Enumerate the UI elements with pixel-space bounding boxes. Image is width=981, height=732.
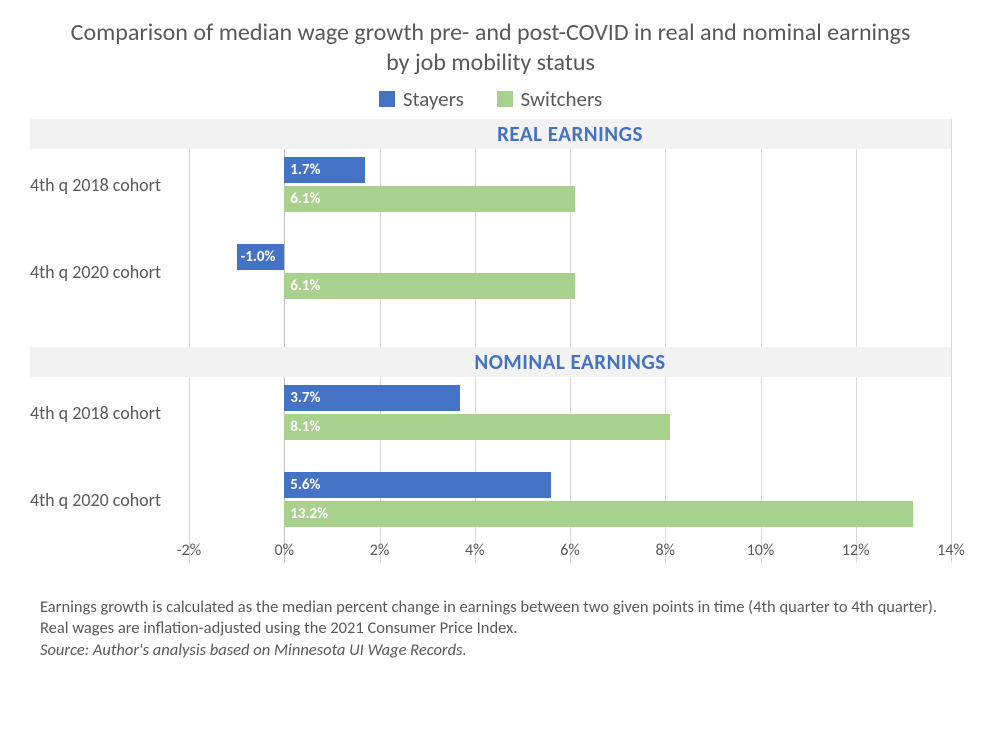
footnote-text: Earnings growth is calculated as the med… bbox=[40, 597, 937, 638]
stayers-bar: 1.7% bbox=[284, 157, 365, 183]
legend-item-stayers: Stayers bbox=[379, 86, 464, 112]
gridline bbox=[856, 119, 857, 563]
bar-value-label: -1.0% bbox=[241, 244, 276, 270]
stayers-bar: -1.0% bbox=[237, 244, 285, 270]
gridline bbox=[189, 119, 190, 563]
gridline bbox=[951, 119, 952, 563]
section-header-bg-extension bbox=[30, 119, 189, 149]
gridline bbox=[761, 119, 762, 563]
plot-area: 4th q 2018 cohort 4th q 2020 cohort 4th q … bbox=[30, 119, 951, 563]
category-label: 4th q 2020 cohort bbox=[30, 261, 189, 283]
stayers-bar: 5.6% bbox=[284, 472, 551, 498]
bars-area: REAL EARNINGS 1.7% 6.1% -1.0% 6.1% NOMINAL EA… bbox=[189, 119, 951, 563]
legend-label-stayers: Stayers bbox=[403, 86, 464, 112]
category-label: 4th q 2018 cohort bbox=[30, 402, 189, 424]
swatch-stayers bbox=[379, 91, 395, 107]
switchers-bar: 6.1% bbox=[284, 186, 575, 212]
x-tick-label: -2% bbox=[177, 541, 201, 560]
x-tick-label: 8% bbox=[655, 541, 675, 560]
bar-value-label: 5.6% bbox=[290, 472, 320, 498]
footnote: Earnings growth is calculated as the med… bbox=[40, 597, 941, 661]
x-axis: -2%0%2%4%6%8%10%12%14% bbox=[189, 541, 951, 567]
section-header-bg-extension bbox=[30, 347, 189, 377]
bar-value-label: 8.1% bbox=[290, 414, 320, 440]
section-header: NOMINAL EARNINGS bbox=[189, 347, 951, 377]
gridline bbox=[665, 119, 666, 563]
x-tick-label: 4% bbox=[465, 541, 485, 560]
chart-title: Comparison of median wage growth pre- an… bbox=[61, 18, 921, 78]
y-axis-labels: 4th q 2018 cohort 4th q 2020 cohort 4th q … bbox=[30, 119, 189, 563]
x-tick-label: 6% bbox=[560, 541, 580, 560]
bar-value-label: 6.1% bbox=[290, 186, 320, 212]
x-tick-label: 0% bbox=[274, 541, 294, 560]
legend-item-switchers: Switchers bbox=[497, 86, 603, 112]
swatch-switchers bbox=[497, 91, 513, 107]
x-tick-label: 14% bbox=[937, 541, 965, 560]
category-label: 4th q 2018 cohort bbox=[30, 174, 189, 196]
bar-value-label: 6.1% bbox=[290, 273, 320, 299]
stayers-bar: 3.7% bbox=[284, 385, 460, 411]
x-tick-label: 10% bbox=[747, 541, 775, 560]
x-tick-label: 12% bbox=[842, 541, 870, 560]
legend-label-switchers: Switchers bbox=[521, 86, 603, 112]
bar-value-label: 13.2% bbox=[290, 501, 328, 527]
x-tick-label: 2% bbox=[370, 541, 390, 560]
switchers-bar: 13.2% bbox=[284, 501, 913, 527]
switchers-bar: 8.1% bbox=[284, 414, 670, 440]
category-label: 4th q 2020 cohort bbox=[30, 489, 189, 511]
legend: Stayers Switchers bbox=[20, 86, 961, 113]
bar-value-label: 1.7% bbox=[290, 157, 320, 183]
chart-container: Comparison of median wage growth pre- an… bbox=[0, 0, 981, 732]
bar-value-label: 3.7% bbox=[290, 385, 320, 411]
switchers-bar: 6.1% bbox=[284, 273, 575, 299]
section-header: REAL EARNINGS bbox=[189, 119, 951, 149]
footnote-source: Source: Author's analysis based on Minne… bbox=[40, 640, 467, 660]
